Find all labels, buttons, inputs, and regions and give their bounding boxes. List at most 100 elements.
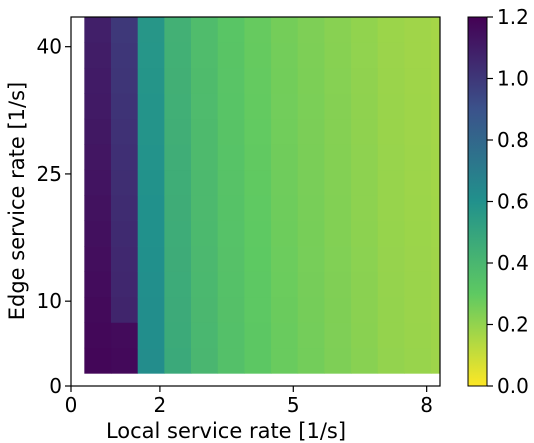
x-tick-label: 8 [420,393,433,417]
colorbar: 0.0 0.2 0.4 0.6 0.8 1.0 1.2 [467,5,529,398]
heatmap-cell [137,220,165,247]
heatmap-cell [84,322,112,349]
heatmap-cell [431,42,441,69]
heatmap-cell [431,67,441,94]
heatmap-cell [271,271,299,298]
heatmap-cell [431,220,441,247]
heatmap-cell [84,118,112,145]
heatmap-cell [404,169,432,196]
heatmap-cell [84,195,112,221]
colorbar-tick-label: 0.4 [497,251,529,275]
heatmap-cell [271,169,299,196]
heatmap-cell [137,246,165,272]
heatmap-cell [111,195,139,221]
heatmap-cell [217,169,245,196]
heatmap-cell [431,347,441,374]
plot-frame [70,16,441,387]
heatmap-cell [137,17,165,43]
heatmap-cell [191,296,219,323]
heatmap-cell [191,17,219,43]
heatmap-cell [431,195,441,221]
heatmap-cell [377,246,405,272]
y-tick-label: 0 [49,374,62,398]
y-tick-label: 40 [37,35,62,59]
heatmap-cell [137,93,165,120]
heatmap-cell [271,93,299,120]
heatmap-cell [377,195,405,221]
heatmap-cell [191,220,219,247]
heatmap-cell [324,322,352,349]
heatmap-cell [191,118,219,145]
heatmap-cell [244,296,272,323]
heatmap-cell [84,93,112,120]
heatmap-cell [324,118,352,145]
heatmap-cell [351,67,379,94]
heatmap-cell [84,246,112,272]
heatmap-cell [244,169,272,196]
heatmap-cell [351,169,379,196]
colorbar-tick-label: 0.6 [497,190,529,214]
heatmap-cell [244,271,272,298]
heatmap-cell [297,118,325,145]
heatmap-cell [404,67,432,94]
heatmap-cell [191,169,219,196]
heatmap-cell [111,118,139,145]
heatmap-cell [297,246,325,272]
colorbar-tick-label: 0.2 [497,313,529,337]
heatmap-cell [271,246,299,272]
heatmap-cell [84,220,112,247]
heatmap-cell [111,296,139,323]
heatmap-cell [84,296,112,323]
heatmap-cell [431,246,441,272]
heatmap-cell [377,322,405,349]
heatmap-cell [404,296,432,323]
heatmap-cell [271,118,299,145]
heatmap-cell [191,93,219,120]
heatmap-cell [377,296,405,323]
heatmap-cell [137,169,165,196]
heatmap-cell [164,67,192,94]
heatmap-cell [217,93,245,120]
heatmap-cell [297,93,325,120]
heatmap-cell [244,195,272,221]
heatmap-cell [84,42,112,69]
heatmap-cell [351,220,379,247]
heatmap-cell [351,271,379,298]
heatmap-cell [297,195,325,221]
heatmap-cell [324,42,352,69]
heatmap-cell [297,17,325,43]
heatmap-cell [217,296,245,323]
heatmap-cell [377,118,405,145]
heatmap-cell [164,169,192,196]
colorbar-gradient [467,16,488,387]
heatmap-cell [164,347,192,374]
heatmap-cell [324,144,352,171]
heatmap-cell [324,271,352,298]
heatmap-cell [217,195,245,221]
heatmap-cell [137,67,165,94]
heatmap-cell [111,220,139,247]
heatmap-cell [431,169,441,196]
heatmap-cell [244,67,272,94]
heatmap-cell [404,271,432,298]
heatmap-cell [324,17,352,43]
heatmap-cell [431,296,441,323]
heatmap-cell [377,347,405,374]
heatmap-cell [404,118,432,145]
heatmap-cell [324,67,352,94]
heatmap-cell [351,296,379,323]
heatmap-cell [297,42,325,69]
heatmap-cell [324,296,352,323]
heatmap-cell [297,67,325,94]
heatmap-cell [191,347,219,374]
heatmap-cell [137,347,165,374]
heatmap-cell [351,17,379,43]
heatmap-cell [351,195,379,221]
heatmap-cell [297,169,325,196]
heatmap-cell [431,118,441,145]
heatmap-cell [191,67,219,94]
heatmap-cell [217,347,245,374]
heatmap-cell [217,17,245,43]
